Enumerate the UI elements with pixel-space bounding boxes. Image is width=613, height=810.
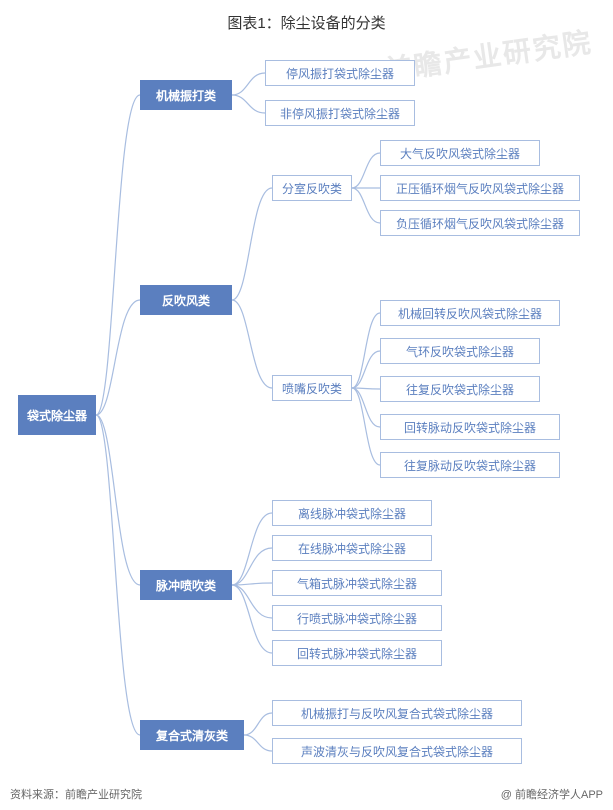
leaf-node: 气环反吹袋式除尘器 xyxy=(380,338,540,364)
leaf-node: 非停风振打袋式除尘器 xyxy=(265,100,415,126)
source-text: 资料来源：前瞻产业研究院 xyxy=(10,786,142,802)
leaf-node: 行喷式脉冲袋式除尘器 xyxy=(272,605,442,631)
leaf-node: 正压循环烟气反吹风袋式除尘器 xyxy=(380,175,580,201)
diagram-container: 图表1：除尘设备的分类 前瞻产业研究院 袋式除尘器 机械振 xyxy=(0,0,613,810)
leaf-node: 负压循环烟气反吹风袋式除尘器 xyxy=(380,210,580,236)
copyright-text: @ 前瞻经济学人APP xyxy=(501,786,603,802)
leaf-node: 机械回转反吹风袋式除尘器 xyxy=(380,300,560,326)
leaf-node: 回转脉动反吹袋式除尘器 xyxy=(380,414,560,440)
sub-node-1: 喷嘴反吹类 xyxy=(272,375,352,401)
leaf-node: 大气反吹风袋式除尘器 xyxy=(380,140,540,166)
leaf-node: 机械振打与反吹风复合式袋式除尘器 xyxy=(272,700,522,726)
leaf-node: 往复脉动反吹袋式除尘器 xyxy=(380,452,560,478)
category-node-3: 复合式清灰类 xyxy=(140,720,244,750)
leaf-node: 声波清灰与反吹风复合式袋式除尘器 xyxy=(272,738,522,764)
leaf-node: 回转式脉冲袋式除尘器 xyxy=(272,640,442,666)
category-node-1: 反吹风类 xyxy=(140,285,232,315)
leaf-node: 往复反吹袋式除尘器 xyxy=(380,376,540,402)
chart-title: 图表1：除尘设备的分类 xyxy=(0,0,613,33)
category-node-0: 机械振打类 xyxy=(140,80,232,110)
category-node-2: 脉冲喷吹类 xyxy=(140,570,232,600)
sub-node-0: 分室反吹类 xyxy=(272,175,352,201)
leaf-node: 气箱式脉冲袋式除尘器 xyxy=(272,570,442,596)
leaf-node: 离线脉冲袋式除尘器 xyxy=(272,500,432,526)
leaf-node: 在线脉冲袋式除尘器 xyxy=(272,535,432,561)
root-node: 袋式除尘器 xyxy=(18,395,96,435)
leaf-node: 停风振打袋式除尘器 xyxy=(265,60,415,86)
